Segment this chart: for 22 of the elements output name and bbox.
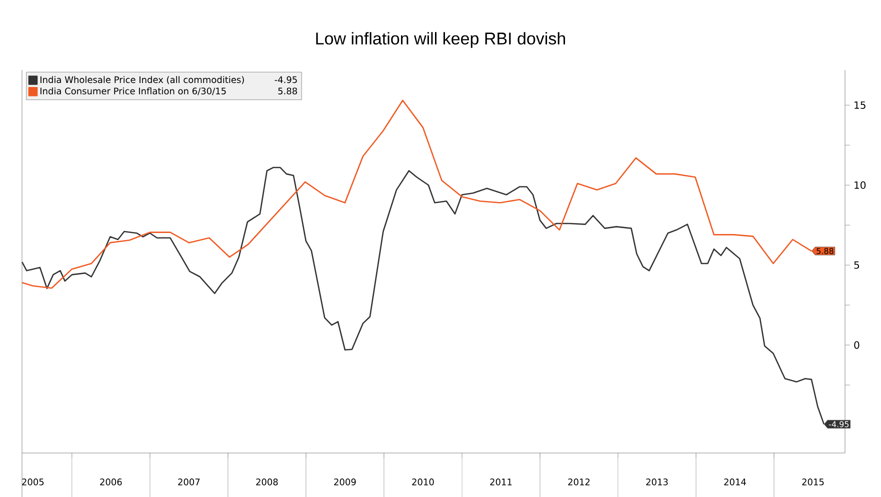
x-tick-label: 2005 [22,478,44,486]
text: 5.88 [278,88,298,94]
text: -4.95 [274,76,297,84]
x-tick-label: 2013 [646,478,668,486]
x-tick-label: 2012 [568,478,590,486]
data-label: 5.88 [816,248,834,254]
x-tick-label: 2008 [256,478,278,486]
x-tick-label: 2007 [178,478,200,486]
y-tick-label: 5 [854,261,860,269]
y-tick-label: 15 [854,101,866,109]
data-label: -4.95 [828,421,849,428]
y-tick-label: 10 [854,181,866,189]
chart-title: Low inflation will keep RBI dovish [316,32,566,48]
legend-label: India Consumer Price Inflation on 6/30/15 [40,87,226,96]
x-tick-label: 2015 [802,478,824,486]
x-tick-label: 2010 [412,478,434,486]
legend-label: India Wholesale Price Index (all commodities) [40,76,244,84]
y-tick-label: 0 [854,341,860,349]
x-tick-label: 2014 [724,478,746,486]
x-tick-label: 2006 [100,478,122,486]
x-tick-label: 2009 [334,478,356,486]
x-tick-label: 2011 [490,478,512,486]
